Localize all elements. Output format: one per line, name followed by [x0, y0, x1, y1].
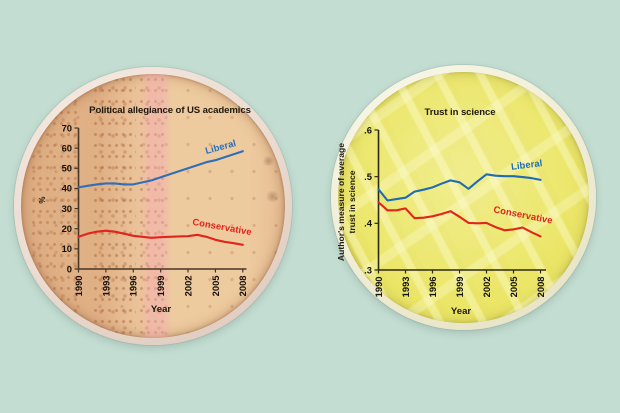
- colony-spot: [262, 156, 275, 166]
- chart-title-trust: Trust in science: [424, 107, 496, 118]
- colony-spot: [265, 191, 280, 202]
- y-axis-label-line-1: Author's measure of average: [336, 142, 346, 262]
- chart-title-political: Political allegiance of US academics: [89, 105, 251, 116]
- colony-streak: [30, 74, 80, 338]
- y-axis-label-line-2: trust in science: [346, 170, 357, 234]
- y-axis-label-trust: Author's measure of average trust in sci…: [336, 139, 358, 265]
- petri-dish-trust: [331, 65, 596, 330]
- y-axis-label-political: %: [38, 196, 47, 204]
- x-axis-label-political: Year: [150, 304, 172, 315]
- x-axis-label-trust: Year: [450, 306, 472, 317]
